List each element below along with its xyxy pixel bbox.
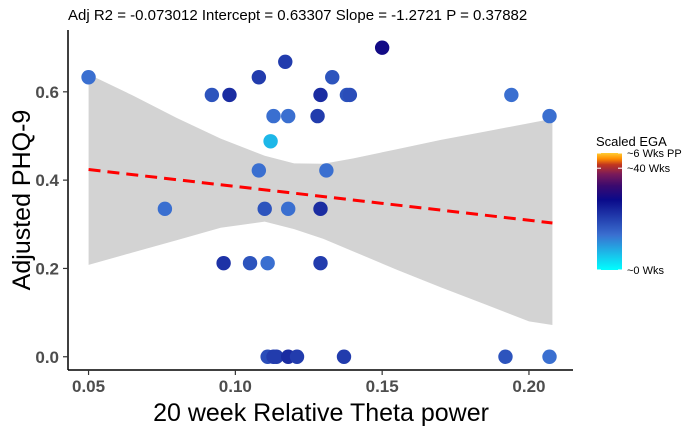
data-point	[251, 163, 267, 178]
data-point	[374, 40, 390, 55]
data-point	[319, 163, 334, 178]
data-points-layer	[81, 40, 557, 364]
regression-line-layer	[88, 168, 553, 225]
data-point	[281, 201, 296, 217]
data-point	[498, 349, 513, 364]
data-point	[204, 87, 220, 103]
x-tick-label: 0.20	[512, 377, 545, 396]
legend-label: ~0 Wks	[627, 265, 664, 277]
data-point	[542, 349, 557, 364]
data-point	[313, 87, 328, 103]
legend-colorbar	[597, 153, 622, 270]
data-point	[504, 87, 519, 103]
data-point	[313, 255, 328, 271]
x-axis-label: 20 week Relative Theta power	[153, 399, 489, 427]
data-point	[278, 54, 293, 69]
data-point	[257, 201, 272, 217]
confidence-band-layer	[88, 74, 553, 325]
data-point	[336, 349, 352, 364]
data-point	[310, 108, 325, 124]
data-point	[281, 108, 296, 124]
axes-layer: 0.05 0.10 0.15 0.20 0.0 0.2 0.4 0.6	[35, 30, 573, 396]
legend-label: ~40 Wks	[627, 163, 671, 175]
data-point	[222, 87, 237, 103]
data-point	[157, 201, 173, 217]
data-point	[313, 201, 328, 217]
data-point	[81, 70, 96, 85]
data-point	[266, 108, 281, 124]
y-tick-label: 0.6	[35, 83, 59, 102]
data-point	[263, 134, 278, 149]
data-point	[242, 255, 258, 271]
color-legend: Scaled EGA ~6 Wks PP ~40 Wks ~0 Wks	[596, 134, 682, 277]
legend-title: Scaled EGA	[596, 134, 667, 149]
data-point	[251, 70, 267, 85]
data-point	[269, 349, 284, 364]
data-point	[342, 87, 358, 103]
x-tick-label: 0.05	[72, 377, 105, 396]
y-tick-label: 0.0	[35, 348, 59, 367]
data-point	[289, 349, 305, 364]
data-point	[260, 255, 275, 271]
confidence-band	[88, 74, 553, 325]
data-point	[542, 108, 557, 124]
data-point	[216, 255, 231, 271]
x-tick-label: 0.15	[366, 377, 399, 396]
legend-label: ~6 Wks PP	[627, 148, 682, 160]
chart-title: Adj R2 = -0.073012 Intercept = 0.63307 S…	[68, 7, 527, 24]
x-tick-label: 0.10	[219, 377, 252, 396]
y-tick-label: 0.4	[35, 171, 59, 190]
regression-line	[88, 168, 553, 225]
y-tick-label: 0.2	[35, 259, 59, 278]
y-axis-label: Adjusted PHQ-9	[8, 110, 36, 291]
data-point	[325, 70, 340, 85]
